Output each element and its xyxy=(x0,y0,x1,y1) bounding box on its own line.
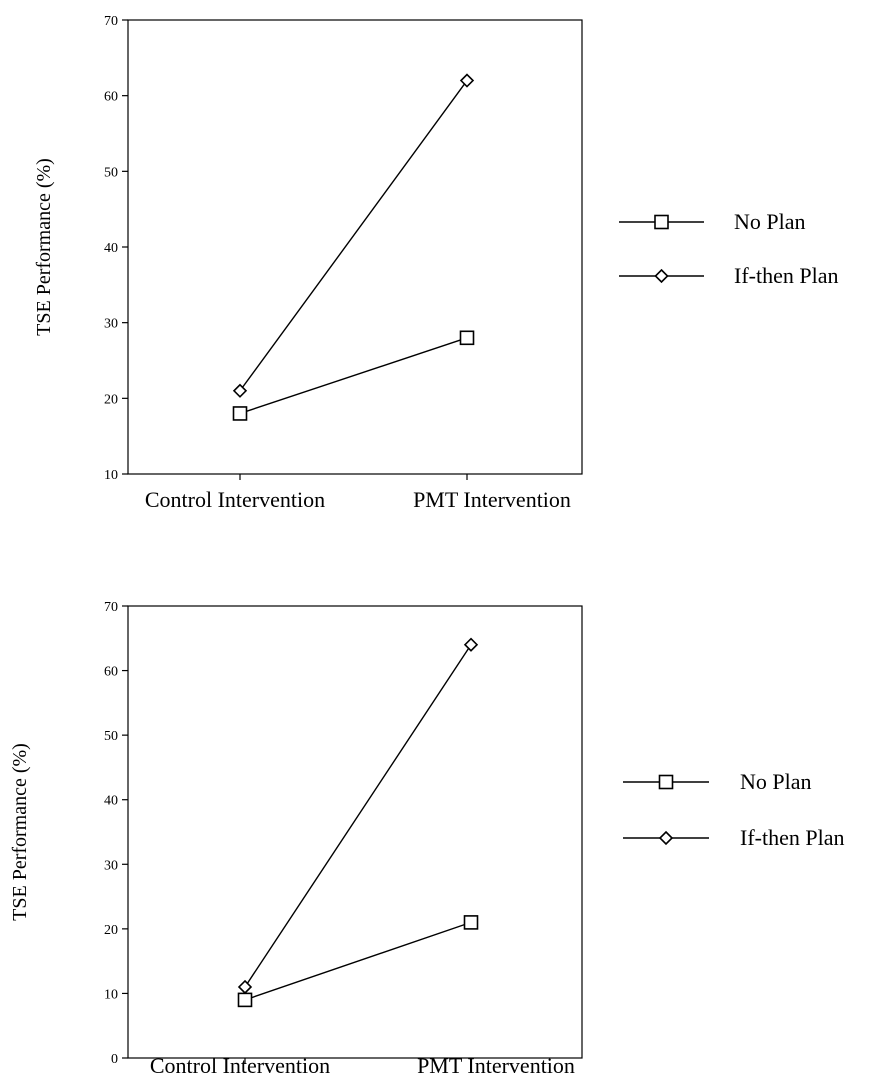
y-tick-label: 10 xyxy=(104,987,118,1002)
data-point-diamond xyxy=(232,383,248,398)
y-tick-label: 40 xyxy=(104,794,118,809)
y-tick-label: 20 xyxy=(104,923,118,938)
y-tick-label: 0 xyxy=(111,1052,118,1067)
plot-frame xyxy=(127,605,583,1059)
y-tick-label: 30 xyxy=(104,858,118,873)
legend-label: No Plan xyxy=(734,209,806,234)
y-tick-label: 40 xyxy=(104,241,118,256)
series-line-if-then-plan xyxy=(239,80,468,392)
data-point-square xyxy=(459,330,475,346)
series-line-no-plan xyxy=(244,921,472,1001)
legend-label: If-then Plan xyxy=(740,825,844,850)
legend-marker-diamond xyxy=(658,830,674,846)
y-tick-label: 50 xyxy=(104,729,118,744)
chart-bottom: 0 10 20 30 40 50 60 70 Control Intervention PMT I… xyxy=(9,600,844,1074)
y-axis-label: TSE Performance (%) xyxy=(33,158,55,336)
legend-marker-square xyxy=(654,214,669,230)
x-category-label: PMT Intervention xyxy=(417,1053,575,1074)
legend-marker-square xyxy=(658,774,674,790)
y-tick-label: 60 xyxy=(104,665,118,680)
series-line-if-then-plan xyxy=(244,644,472,988)
x-category-label: Control Intervention xyxy=(150,1053,330,1074)
y-tick-label: 60 xyxy=(104,90,118,105)
data-point-square xyxy=(463,915,479,930)
y-tick-label: 20 xyxy=(104,392,118,407)
series-line-no-plan xyxy=(239,337,468,415)
data-point-square xyxy=(232,406,248,421)
y-axis-label: TSE Performance (%) xyxy=(9,743,31,921)
data-point-square xyxy=(237,992,253,1008)
y-tick-label: 70 xyxy=(104,600,118,615)
x-category-label: Control Intervention xyxy=(145,487,325,512)
legend-label: If-then Plan xyxy=(734,263,838,288)
y-tick-label: 50 xyxy=(104,165,118,180)
y-tick-label: 70 xyxy=(104,14,118,29)
data-point-diamond xyxy=(237,979,253,995)
plot-frame xyxy=(127,19,583,475)
y-tick-label: 30 xyxy=(104,317,118,332)
data-point-diamond xyxy=(463,637,479,652)
legend-label: No Plan xyxy=(740,769,812,794)
data-point-diamond xyxy=(459,73,475,88)
y-tick-label: 10 xyxy=(104,468,118,483)
legend-marker-diamond xyxy=(654,268,669,284)
chart-top: 10 20 30 40 50 60 70 Control Intervention PMT In… xyxy=(33,14,838,512)
x-category-label: PMT Intervention xyxy=(413,487,571,512)
